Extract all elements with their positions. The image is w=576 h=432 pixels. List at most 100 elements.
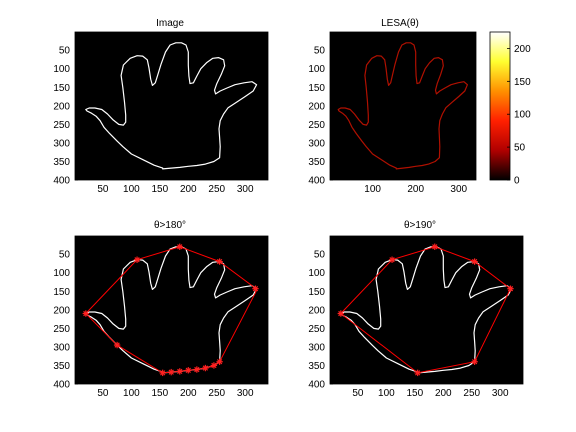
- y-tick-label: 350: [308, 361, 325, 372]
- hull-marker: [133, 256, 141, 263]
- y-tick-label: 400: [308, 380, 325, 391]
- x-tick-label: 150: [406, 388, 423, 399]
- x-tick-label: 250: [463, 388, 480, 399]
- y-tick-label: 250: [53, 324, 70, 335]
- y-tick-label: 150: [53, 83, 70, 94]
- x-tick-label: 200: [180, 388, 197, 399]
- y-tick-label: 350: [53, 361, 70, 372]
- x-tick-label: 300: [237, 388, 254, 399]
- x-tick-label: 250: [208, 184, 225, 195]
- hull-marker: [337, 310, 345, 317]
- panel-title: LESA(θ): [381, 18, 419, 29]
- hull-marker: [193, 366, 201, 373]
- hand-contour: [85, 42, 258, 170]
- image-area: [329, 235, 524, 385]
- y-tick-label: 100: [53, 64, 70, 75]
- hull-line: [85, 246, 258, 374]
- y-tick-label: 200: [53, 305, 70, 316]
- y-tick-label: 100: [53, 268, 70, 279]
- y-axis: 50 100 150 200 250 300 350 400: [53, 250, 78, 391]
- image-area: [329, 31, 477, 181]
- hull-marker: [216, 358, 223, 365]
- panel-image: Image 50 100 150 200 250 300 50 100 150 200 250 30…: [53, 18, 269, 195]
- y-tick-label: 250: [53, 120, 70, 131]
- y-tick-label: 200: [308, 101, 325, 112]
- hull-marker: [185, 367, 192, 374]
- y-tick-label: 50: [59, 250, 71, 261]
- image-area: [74, 31, 269, 181]
- y-axis: 50 100 150 200 250 300 350 400: [308, 46, 333, 187]
- y-tick-label: 100: [308, 64, 325, 75]
- y-tick-label: 50: [314, 250, 326, 261]
- x-axis: 50 100 150 200 250 300: [97, 177, 254, 195]
- hull-marker: [210, 362, 218, 369]
- y-tick-label: 400: [308, 176, 325, 187]
- y-axis: 50 100 150 200 250 300 350 400: [53, 46, 78, 187]
- x-tick-label: 300: [237, 184, 254, 195]
- colorbar-tick-label: 150: [514, 77, 531, 88]
- x-tick-label: 200: [435, 388, 452, 399]
- x-tick-label: 200: [180, 184, 197, 195]
- hull-marker: [176, 243, 183, 250]
- x-axis: 50 100 150 200 250 300: [97, 381, 254, 399]
- hull-marker: [202, 364, 209, 372]
- y-tick-label: 200: [308, 305, 325, 316]
- x-tick-label: 100: [378, 388, 395, 399]
- y-tick-label: 250: [308, 120, 325, 131]
- panel-theta-190: θ>190° 50 100 150 200 250 300 50 100 150 200 250 3…: [308, 220, 524, 399]
- y-tick-label: 50: [314, 46, 326, 57]
- x-tick-label: 100: [123, 388, 140, 399]
- x-tick-label: 50: [352, 388, 364, 399]
- colorbar-tick-label: 100: [514, 110, 531, 121]
- y-axis: 50 100 150 200 250 300 350 400: [308, 250, 333, 391]
- hull-marker: [176, 368, 183, 375]
- x-tick-label: 300: [450, 184, 467, 195]
- x-tick-label: 250: [208, 388, 225, 399]
- hull-marker: [388, 256, 396, 263]
- hull-marker: [471, 258, 478, 265]
- image-area: [74, 235, 269, 385]
- x-axis: 100 200 300: [364, 177, 468, 195]
- colorbar-tick-label: 0: [514, 176, 520, 187]
- contour-line: [85, 42, 258, 170]
- hull-marker: [507, 285, 514, 292]
- colorbar: 0 50 100 150 200: [489, 31, 531, 187]
- hull-marker: [431, 243, 438, 250]
- panel-title: θ>190°: [404, 220, 436, 231]
- y-tick-label: 100: [308, 268, 325, 279]
- x-axis: 50 100 150 200 250 300: [352, 381, 509, 399]
- colorbar-tick-label: 200: [514, 44, 531, 55]
- y-tick-label: 200: [53, 101, 70, 112]
- panel-theta-180: θ>180° 50 100 150 200 250 300 50 100 150 200 250 3…: [53, 220, 269, 399]
- y-tick-label: 250: [308, 324, 325, 335]
- y-tick-label: 400: [53, 176, 70, 187]
- y-tick-label: 300: [53, 342, 70, 353]
- hull-marker: [252, 285, 259, 292]
- y-tick-label: 300: [308, 342, 325, 353]
- hull-line: [340, 246, 512, 374]
- x-tick-label: 100: [123, 184, 140, 195]
- panel-lesa: LESA(θ) 100 200 300 50 100 150 200 250 300 350 40…: [308, 18, 477, 195]
- x-tick-label: 150: [151, 388, 168, 399]
- colorbar-tick-label: 50: [514, 143, 526, 154]
- panel-title: Image: [156, 18, 184, 29]
- hull-marker: [216, 258, 223, 265]
- y-tick-label: 150: [308, 287, 325, 298]
- y-tick-label: 350: [53, 157, 70, 168]
- contour-line: [337, 42, 468, 170]
- y-tick-label: 150: [308, 83, 325, 94]
- x-tick-label: 200: [407, 184, 424, 195]
- hull-marker: [471, 358, 478, 365]
- hull-marker: [168, 368, 175, 376]
- hull-marker: [113, 341, 121, 349]
- hand-contour: [337, 42, 468, 170]
- hull-marker: [414, 369, 421, 377]
- y-tick-label: 150: [53, 287, 70, 298]
- x-tick-label: 300: [492, 388, 509, 399]
- hull-marker: [82, 310, 90, 317]
- colorbar-gradient: [489, 31, 511, 181]
- colorbar-ticks: 0 50 100 150 200: [507, 44, 531, 187]
- y-tick-label: 50: [59, 46, 71, 57]
- y-tick-label: 300: [308, 138, 325, 149]
